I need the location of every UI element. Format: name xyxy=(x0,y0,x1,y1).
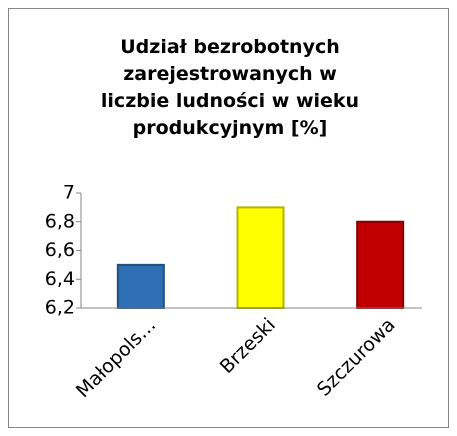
x-tick-label: Szczurowa xyxy=(313,314,400,401)
chart-border xyxy=(8,8,449,428)
bar xyxy=(356,220,405,309)
x-tick-label: Małopols… xyxy=(72,314,160,402)
y-tick-label: 7 xyxy=(63,182,75,204)
chart-title: Udział bezrobotnych zarejestrowanych w l… xyxy=(100,36,360,139)
y-tick-label: 6,2 xyxy=(45,297,75,319)
y-tick-label: 6,8 xyxy=(45,210,75,232)
bar xyxy=(116,263,165,309)
y-tick-label: 6,6 xyxy=(45,239,75,261)
bar xyxy=(236,206,285,309)
x-tick-label: Brzeski xyxy=(216,314,280,378)
y-tick-label: 6,4 xyxy=(45,268,75,290)
